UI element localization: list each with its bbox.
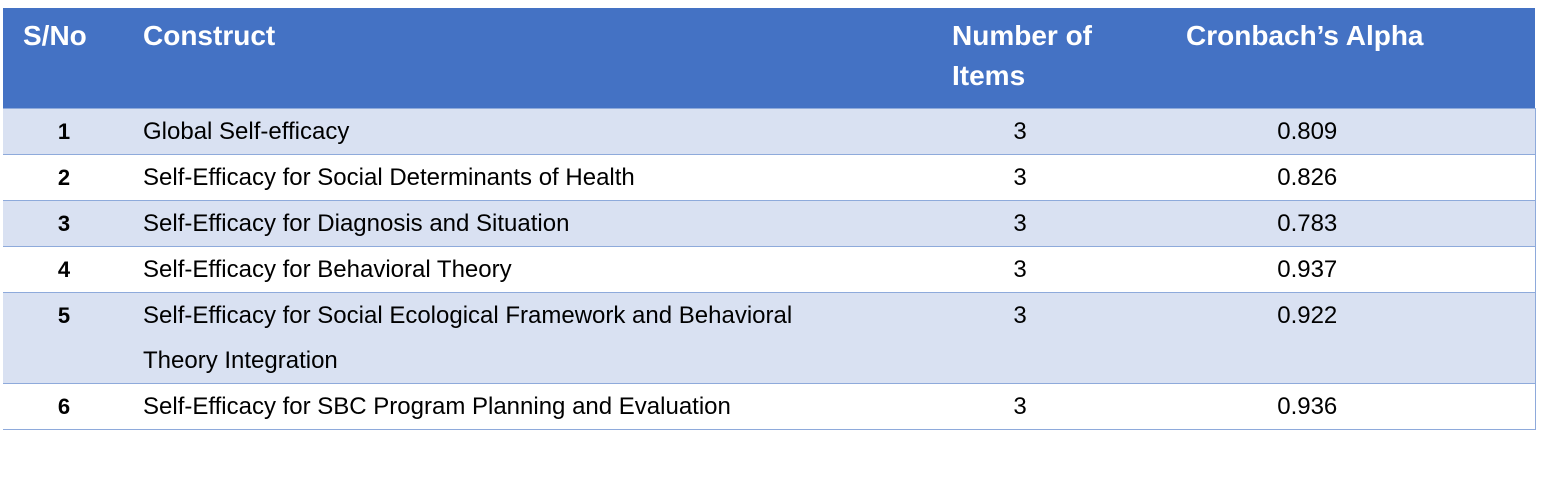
table-header: S/No Construct Number of Items Cronbach’… xyxy=(3,8,1535,109)
header-cell: S/No xyxy=(3,8,125,109)
header-cell: Number of Items xyxy=(940,8,1130,109)
table-cell: 3 xyxy=(940,154,1130,201)
table-cell: 0.936 xyxy=(1130,383,1536,430)
table-row: 6 Self-Efficacy for SBC Program Planning … xyxy=(3,383,1536,430)
table-cell: 2 xyxy=(3,154,125,201)
table-cell: Global Self-efficacy xyxy=(125,108,940,155)
construct-text: Self-Efficacy for Social Determinants of… xyxy=(143,164,635,191)
table-cell: 3 xyxy=(940,383,1130,430)
header-cell: Construct xyxy=(125,8,940,109)
table-row: 3 Self-Efficacy for Diagnosis and Situati… xyxy=(3,200,1536,247)
construct-text: Self-Efficacy for Diagnosis and Situatio… xyxy=(143,210,570,237)
construct-text: Global Self-efficacy xyxy=(143,118,350,145)
table-cell: 3 xyxy=(940,246,1130,293)
table-cell: 0.922 xyxy=(1130,292,1536,384)
table-cell: Self-Efficacy for Social Determinants of… xyxy=(125,154,940,201)
table-cell: 0.783 xyxy=(1130,200,1536,247)
table-row: 2 Self-Efficacy for Social Determinants o… xyxy=(3,154,1536,201)
construct-text: Self-Efficacy for SBC Program Planning a… xyxy=(143,393,731,420)
table-cell: 5 xyxy=(3,292,125,384)
table-cell: 6 xyxy=(3,383,125,430)
header-row: S/No Construct Number of Items Cronbach’… xyxy=(3,8,1535,109)
table-cell: Self-Efficacy for Behavioral Theory xyxy=(125,246,940,293)
table-cell: 0.937 xyxy=(1130,246,1536,293)
construct-text: Self-Efficacy for Behavioral Theory xyxy=(143,256,512,283)
table-cell: 3 xyxy=(940,108,1130,155)
table-cell: 1 xyxy=(3,108,125,155)
table-cell: Self-Efficacy for Social Ecological Fram… xyxy=(125,292,940,384)
table-cell: 4 xyxy=(3,246,125,293)
table-row: 1 Global Self-efficacy 3 0.809 xyxy=(3,108,1536,155)
header-cell: Cronbach’s Alpha xyxy=(1130,8,1535,109)
table-body: 1 Global Self-efficacy 3 0.809 2 Self-Efficac… xyxy=(3,108,1536,430)
table-cell: Self-Efficacy for Diagnosis and Situatio… xyxy=(125,200,940,247)
table-cell: Self-Efficacy for SBC Program Planning a… xyxy=(125,383,940,430)
table-row: 4 Self-Efficacy for Behavioral Theory 3 0.9… xyxy=(3,246,1536,293)
table-cell: 3 xyxy=(3,200,125,247)
table-cell: 3 xyxy=(940,292,1130,384)
table-cell: 0.809 xyxy=(1130,108,1536,155)
data-table: S/No Construct Number of Items Cronbach’… xyxy=(3,8,1536,430)
table-cell: 3 xyxy=(940,200,1130,247)
table-cell: 0.826 xyxy=(1130,154,1536,201)
construct-text: Self-Efficacy for Social Ecological Fram… xyxy=(143,302,793,374)
table-row: 5 Self-Efficacy for Social Ecological Fra… xyxy=(3,292,1536,384)
